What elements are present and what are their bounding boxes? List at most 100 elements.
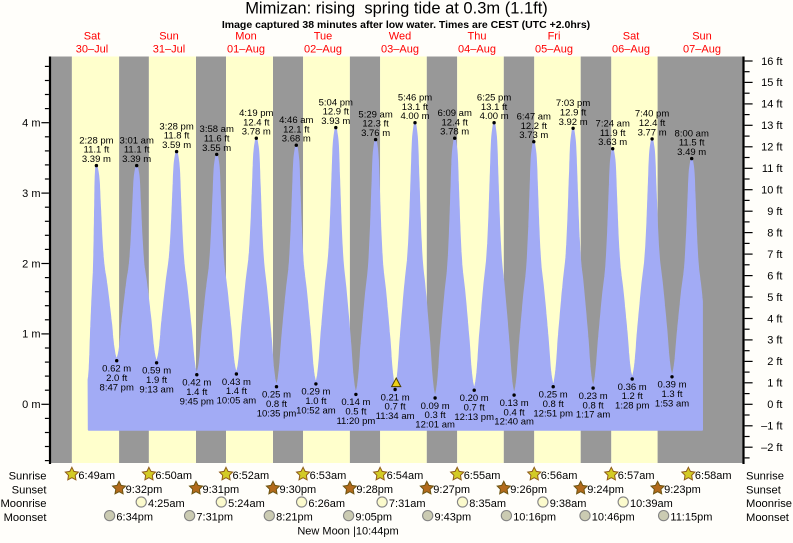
svg-text:Sun: Sun xyxy=(692,31,712,43)
svg-text:4.00 m: 4.00 m xyxy=(480,111,509,122)
svg-text:3 m: 3 m xyxy=(22,188,40,200)
svg-text:2 m: 2 m xyxy=(22,258,40,270)
svg-text:11:34 am: 11:34 am xyxy=(376,411,415,422)
svg-text:New Moon |10:44pm: New Moon |10:44pm xyxy=(297,526,398,538)
svg-text:0.25 m: 0.25 m xyxy=(539,390,568,401)
svg-text:13.1 ft: 13.1 ft xyxy=(481,102,508,113)
svg-text:Moonset: Moonset xyxy=(746,512,790,524)
svg-text:6:56am: 6:56am xyxy=(541,470,578,482)
svg-text:11 ft: 11 ft xyxy=(762,163,783,175)
svg-text:6 ft: 6 ft xyxy=(767,270,782,282)
svg-text:Sat: Sat xyxy=(84,31,101,43)
svg-text:4:25am: 4:25am xyxy=(148,498,185,510)
svg-text:10 ft: 10 ft xyxy=(761,185,782,197)
svg-text:03–Aug: 03–Aug xyxy=(381,44,419,56)
svg-text:3.59 m: 3.59 m xyxy=(162,140,191,151)
svg-text:2:28 pm: 2:28 pm xyxy=(79,135,113,146)
svg-text:Sunset: Sunset xyxy=(12,484,48,496)
svg-text:5:46 pm: 5:46 pm xyxy=(398,92,432,103)
svg-text:12:13 pm: 12:13 pm xyxy=(454,412,494,423)
svg-text:02–Aug: 02–Aug xyxy=(304,44,342,56)
svg-text:6:58am: 6:58am xyxy=(695,470,732,482)
svg-text:14 ft: 14 ft xyxy=(761,99,782,111)
svg-text:0.42 m: 0.42 m xyxy=(182,378,211,389)
svg-text:1.9 ft: 1.9 ft xyxy=(146,375,167,386)
svg-text:11:20 pm: 11:20 pm xyxy=(336,416,375,427)
svg-text:1:28 pm: 1:28 pm xyxy=(615,401,649,412)
svg-text:6:49am: 6:49am xyxy=(78,470,115,482)
svg-text:9:43pm: 9:43pm xyxy=(435,512,472,524)
svg-text:15 ft: 15 ft xyxy=(761,77,782,89)
svg-text:0.8 ft: 0.8 ft xyxy=(543,399,564,410)
svg-text:0.5 ft: 0.5 ft xyxy=(345,407,366,418)
svg-text:9:28pm: 9:28pm xyxy=(356,484,393,496)
svg-text:0.3 ft: 0.3 ft xyxy=(425,410,446,421)
svg-text:11:15pm: 11:15pm xyxy=(670,512,712,524)
svg-text:10:46pm: 10:46pm xyxy=(592,512,635,524)
svg-text:0.7 ft: 0.7 ft xyxy=(464,402,485,413)
svg-text:Moonrise: Moonrise xyxy=(746,498,792,510)
svg-text:1 m: 1 m xyxy=(22,329,40,341)
svg-text:13.1 ft: 13.1 ft xyxy=(402,102,429,113)
svg-text:3.49 m: 3.49 m xyxy=(677,147,706,158)
svg-text:6:34pm: 6:34pm xyxy=(116,512,153,524)
svg-text:9:30pm: 9:30pm xyxy=(280,484,317,496)
svg-text:Mimizan: rising spring tide a: Mimizan: rising spring tide at 0.3m (1.1… xyxy=(245,0,548,18)
svg-text:9:26pm: 9:26pm xyxy=(510,484,547,496)
svg-text:10:05 am: 10:05 am xyxy=(217,396,257,407)
svg-text:3.93 m: 3.93 m xyxy=(321,116,350,127)
svg-text:9:23pm: 9:23pm xyxy=(664,484,701,496)
svg-text:2 ft: 2 ft xyxy=(767,356,782,368)
svg-text:0.29 m: 0.29 m xyxy=(301,387,330,398)
svg-text:3.92 m: 3.92 m xyxy=(559,117,588,128)
svg-text:0.13 m: 0.13 m xyxy=(500,398,529,409)
svg-text:6:54am: 6:54am xyxy=(387,470,424,482)
svg-text:8:47 pm: 8:47 pm xyxy=(100,382,134,393)
svg-text:3.78 m: 3.78 m xyxy=(440,127,469,138)
svg-text:11.5 ft: 11.5 ft xyxy=(679,138,705,149)
svg-text:4 m: 4 m xyxy=(22,118,40,130)
svg-text:8 ft: 8 ft xyxy=(767,227,782,239)
svg-text:6:57am: 6:57am xyxy=(618,470,655,482)
svg-text:Mon: Mon xyxy=(235,31,256,43)
svg-text:10:16pm: 10:16pm xyxy=(513,512,556,524)
svg-text:6:52am: 6:52am xyxy=(233,470,270,482)
svg-text:1 ft: 1 ft xyxy=(767,378,782,390)
svg-text:4:19 pm: 4:19 pm xyxy=(239,108,273,119)
svg-text:3.63 m: 3.63 m xyxy=(598,137,627,148)
svg-text:Sunset: Sunset xyxy=(746,484,782,496)
svg-text:0.23 m: 0.23 m xyxy=(579,391,608,402)
svg-text:5:24am: 5:24am xyxy=(228,498,265,510)
svg-text:7:24 am: 7:24 am xyxy=(596,118,630,129)
svg-text:12 ft: 12 ft xyxy=(761,142,782,154)
svg-text:11.1 ft: 11.1 ft xyxy=(124,145,150,156)
svg-text:16 ft: 16 ft xyxy=(761,56,782,68)
svg-text:7:31am: 7:31am xyxy=(389,498,426,510)
svg-text:9:31pm: 9:31pm xyxy=(203,484,240,496)
svg-text:11.8 ft: 11.8 ft xyxy=(164,131,190,142)
svg-text:3.73 m: 3.73 m xyxy=(519,130,548,141)
svg-text:5:04 pm: 5:04 pm xyxy=(319,97,353,108)
svg-text:12.3 ft: 12.3 ft xyxy=(362,119,389,130)
svg-text:12.4 ft: 12.4 ft xyxy=(441,117,468,128)
svg-text:6:09 am: 6:09 am xyxy=(438,108,472,119)
svg-text:Moonset: Moonset xyxy=(4,512,48,524)
svg-text:5 ft: 5 ft xyxy=(767,292,782,304)
svg-text:3.55 m: 3.55 m xyxy=(202,143,231,154)
svg-text:11.9 ft: 11.9 ft xyxy=(600,128,626,139)
svg-text:3:58 am: 3:58 am xyxy=(200,124,234,135)
svg-text:12.9 ft: 12.9 ft xyxy=(323,107,350,118)
svg-text:9:05pm: 9:05pm xyxy=(355,512,392,524)
svg-text:6:25 pm: 6:25 pm xyxy=(477,92,511,103)
svg-text:9:45 pm: 9:45 pm xyxy=(180,396,214,407)
svg-text:7:31pm: 7:31pm xyxy=(196,512,233,524)
svg-text:7 ft: 7 ft xyxy=(767,249,782,261)
svg-text:1.2 ft: 1.2 ft xyxy=(622,391,643,402)
svg-text:4.00 m: 4.00 m xyxy=(400,111,429,122)
svg-text:–1 ft: –1 ft xyxy=(761,421,782,433)
svg-text:8:21pm: 8:21pm xyxy=(276,512,313,524)
svg-text:1.3 ft: 1.3 ft xyxy=(661,389,682,400)
svg-text:3.76 m: 3.76 m xyxy=(361,128,390,139)
svg-text:10:35 pm: 10:35 pm xyxy=(257,408,297,419)
svg-text:12.2 ft: 12.2 ft xyxy=(521,121,548,132)
